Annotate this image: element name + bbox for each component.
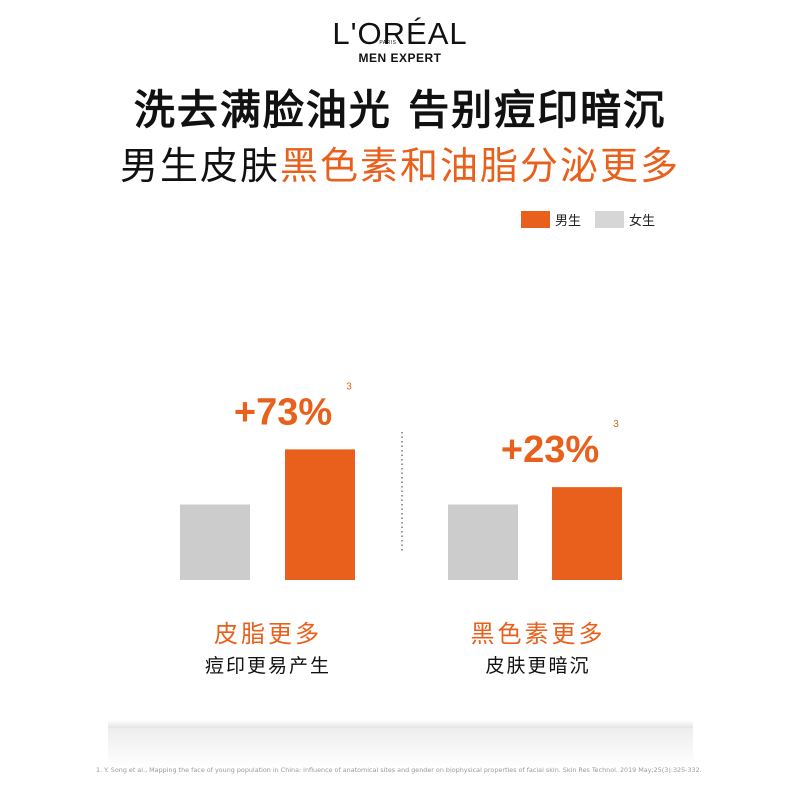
chart2-sublabel: 皮肤更暗沉 bbox=[485, 655, 591, 677]
chart1-label: 皮脂更多 bbox=[214, 620, 322, 648]
chart2-data-label: +23% bbox=[501, 429, 599, 471]
chart1-footnote-ref: 3 bbox=[346, 381, 352, 392]
chart2-bar-men bbox=[552, 487, 622, 580]
brand-logo-block: L'ORÉAL PARIS MEN EXPERT bbox=[0, 18, 800, 66]
chart1-bar-men bbox=[285, 449, 355, 580]
chart2-footnote-ref: 3 bbox=[613, 419, 619, 430]
footnote: 1. Y. Song et al., Mapping the face of y… bbox=[96, 766, 702, 774]
chart2-bar-women bbox=[448, 504, 518, 580]
chart1-bar-women bbox=[180, 504, 250, 580]
brand-subline: MEN EXPERT bbox=[358, 51, 442, 65]
subheadline-highlight: 黑色素和油脂分泌更多 bbox=[280, 144, 681, 188]
brand-logo: L'ORÉAL PARIS bbox=[332, 18, 467, 50]
brand-logo-text: L'ORÉAL bbox=[332, 16, 468, 51]
legend-swatch-men bbox=[521, 211, 550, 228]
bottom-shadow-band bbox=[108, 720, 693, 768]
legend-label-men: 男生 bbox=[555, 214, 582, 229]
subheadline: 男生皮肤黑色素和油脂分泌更多 bbox=[0, 141, 800, 191]
legend-swatch-women bbox=[595, 211, 625, 228]
chart1-data-label: +73% bbox=[234, 391, 332, 433]
brand-paris: PARIS bbox=[379, 40, 397, 46]
chart-legend: 男生 女生 bbox=[521, 210, 669, 229]
headline: 洗去满脸油光 告别痘印暗沉 bbox=[133, 86, 667, 134]
subheadline-plain: 男生皮肤 bbox=[119, 144, 280, 188]
legend-label-women: 女生 bbox=[629, 214, 656, 229]
chart1-sublabel: 痘印更易产生 bbox=[204, 655, 331, 677]
chart2-label: 黑色素更多 bbox=[470, 620, 606, 648]
